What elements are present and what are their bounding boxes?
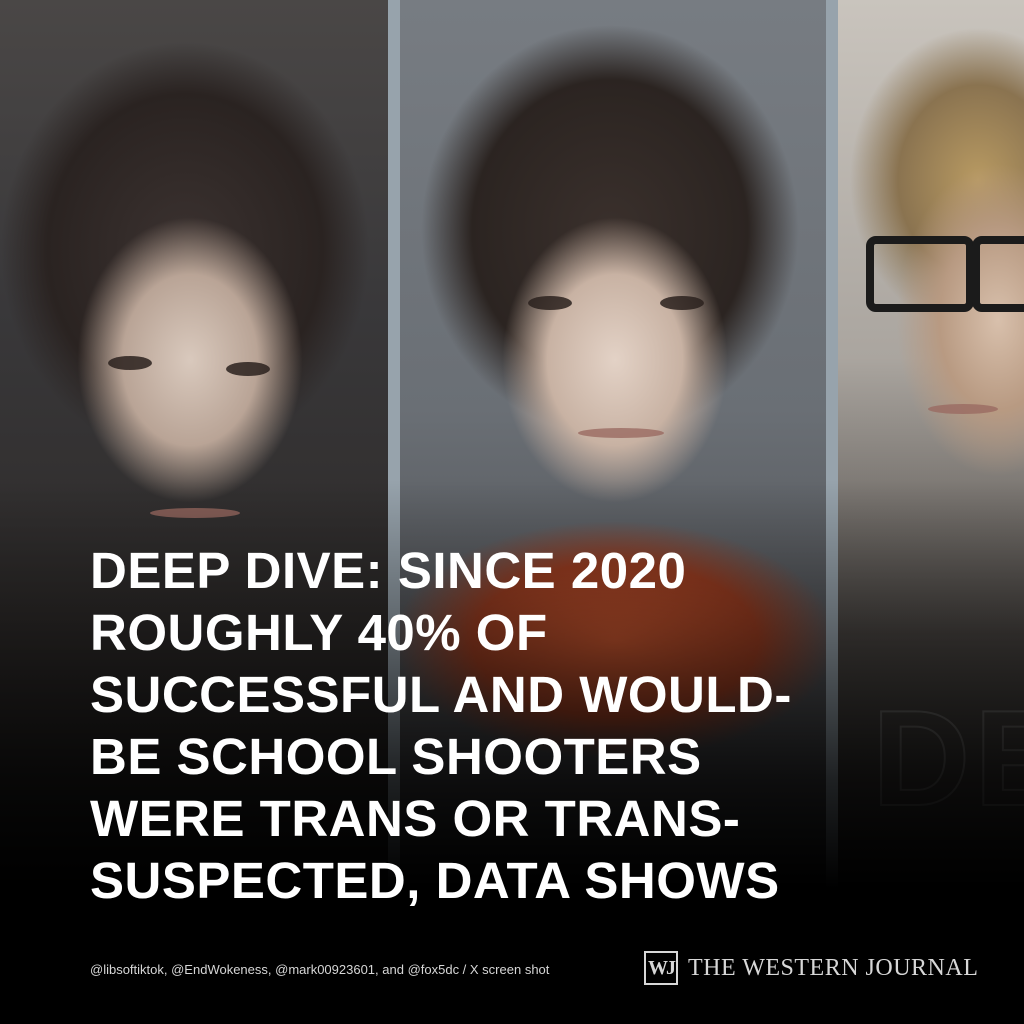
glasses-shape: [972, 236, 1024, 312]
eye-shape: [528, 296, 572, 310]
headline-line: SUSPECTED, DATA SHOWS: [90, 852, 780, 909]
headline-line: WERE TRANS OR TRANS-: [90, 790, 741, 847]
publisher-name: THE WESTERN JOURNAL: [688, 954, 979, 981]
glasses-shape: [866, 236, 974, 312]
eye-shape: [108, 356, 152, 370]
mouth-shape: [928, 404, 998, 414]
headline-line: DEEP DIVE: SINCE 2020: [90, 542, 687, 599]
headline: DEEP DIVE: SINCE 2020 ROUGHLY 40% OF SUC…: [90, 540, 890, 912]
eye-shape: [660, 296, 704, 310]
publisher-logo: WJ THE WESTERN JOURNAL: [644, 948, 978, 988]
wj-logo-icon: WJ: [644, 951, 678, 985]
bottom-gradient-overlay: [0, 480, 1024, 1024]
photo-credit: @libsoftiktok, @EndWokeness, @mark009236…: [90, 962, 550, 977]
eye-shape: [226, 362, 270, 376]
headline-line: BE SCHOOL SHOOTERS: [90, 728, 702, 785]
headline-line: ROUGHLY 40% OF: [90, 604, 548, 661]
mouth-shape: [578, 428, 664, 438]
headline-line: SUCCESSFUL AND WOULD-: [90, 666, 792, 723]
